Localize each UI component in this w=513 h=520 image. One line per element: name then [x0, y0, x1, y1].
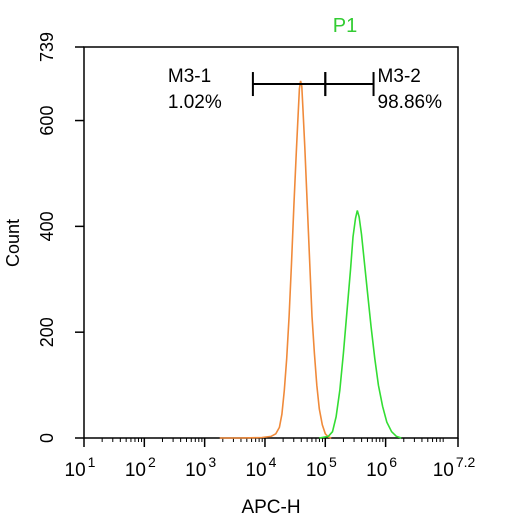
x-axis-ticks: 10 1 10 2 10 3 10 4 10 5 10 6 10 7.2: [65, 438, 476, 481]
gate-layer: M3-1 1.02% M3-2 98.86%: [168, 66, 442, 113]
x-tick-exponent: 2: [148, 454, 156, 470]
y-tick-label: 0: [37, 433, 57, 443]
x-tick-label: 10 6: [366, 454, 397, 481]
x-tick-base: 10: [245, 460, 266, 481]
x-tick-base: 10: [125, 460, 146, 481]
x-tick-exponent: 6: [389, 454, 397, 470]
x-tick-label: 10 4: [245, 454, 276, 481]
y-tick-label: 200: [37, 317, 57, 347]
y-tick-label: 400: [37, 211, 57, 241]
x-tick-exponent: 1: [88, 454, 96, 470]
x-tick-base: 10: [433, 460, 454, 481]
x-tick-label: 10 1: [65, 454, 96, 481]
plot-frame: [83, 46, 459, 439]
gate-name-label: M3-2: [378, 66, 421, 87]
x-tick-base: 10: [306, 460, 327, 481]
x-tick-exponent: 4: [269, 454, 277, 470]
series-layer: [219, 80, 402, 439]
histogram-series-2: [319, 210, 402, 439]
y-axis-ticks: 0 200 400 600 739: [37, 32, 84, 443]
y-tick-label: 739: [37, 32, 57, 62]
x-tick-exponent: 5: [329, 454, 337, 470]
gate-percent-label: 98.86%: [378, 92, 443, 113]
gate-percent-label: 1.02%: [168, 92, 222, 113]
y-axis-label: Count: [3, 219, 23, 267]
chart-title: P1: [333, 15, 357, 37]
x-tick-label: 10 2: [125, 454, 156, 481]
x-tick-exponent: 7.2: [456, 454, 476, 470]
x-tick-label: 10 3: [185, 454, 216, 481]
x-tick-label: 10 7.2: [433, 454, 476, 481]
x-tick-base: 10: [185, 460, 206, 481]
histogram-series-1: [219, 80, 332, 439]
x-tick-exponent: 3: [208, 454, 216, 470]
x-tick-base: 10: [366, 460, 387, 481]
x-tick-label: 10 5: [306, 454, 337, 481]
gate-name-label: M3-1: [168, 66, 211, 87]
x-tick-base: 10: [65, 460, 86, 481]
y-tick-label: 600: [37, 106, 57, 136]
x-axis-label: APC-H: [241, 497, 300, 515]
